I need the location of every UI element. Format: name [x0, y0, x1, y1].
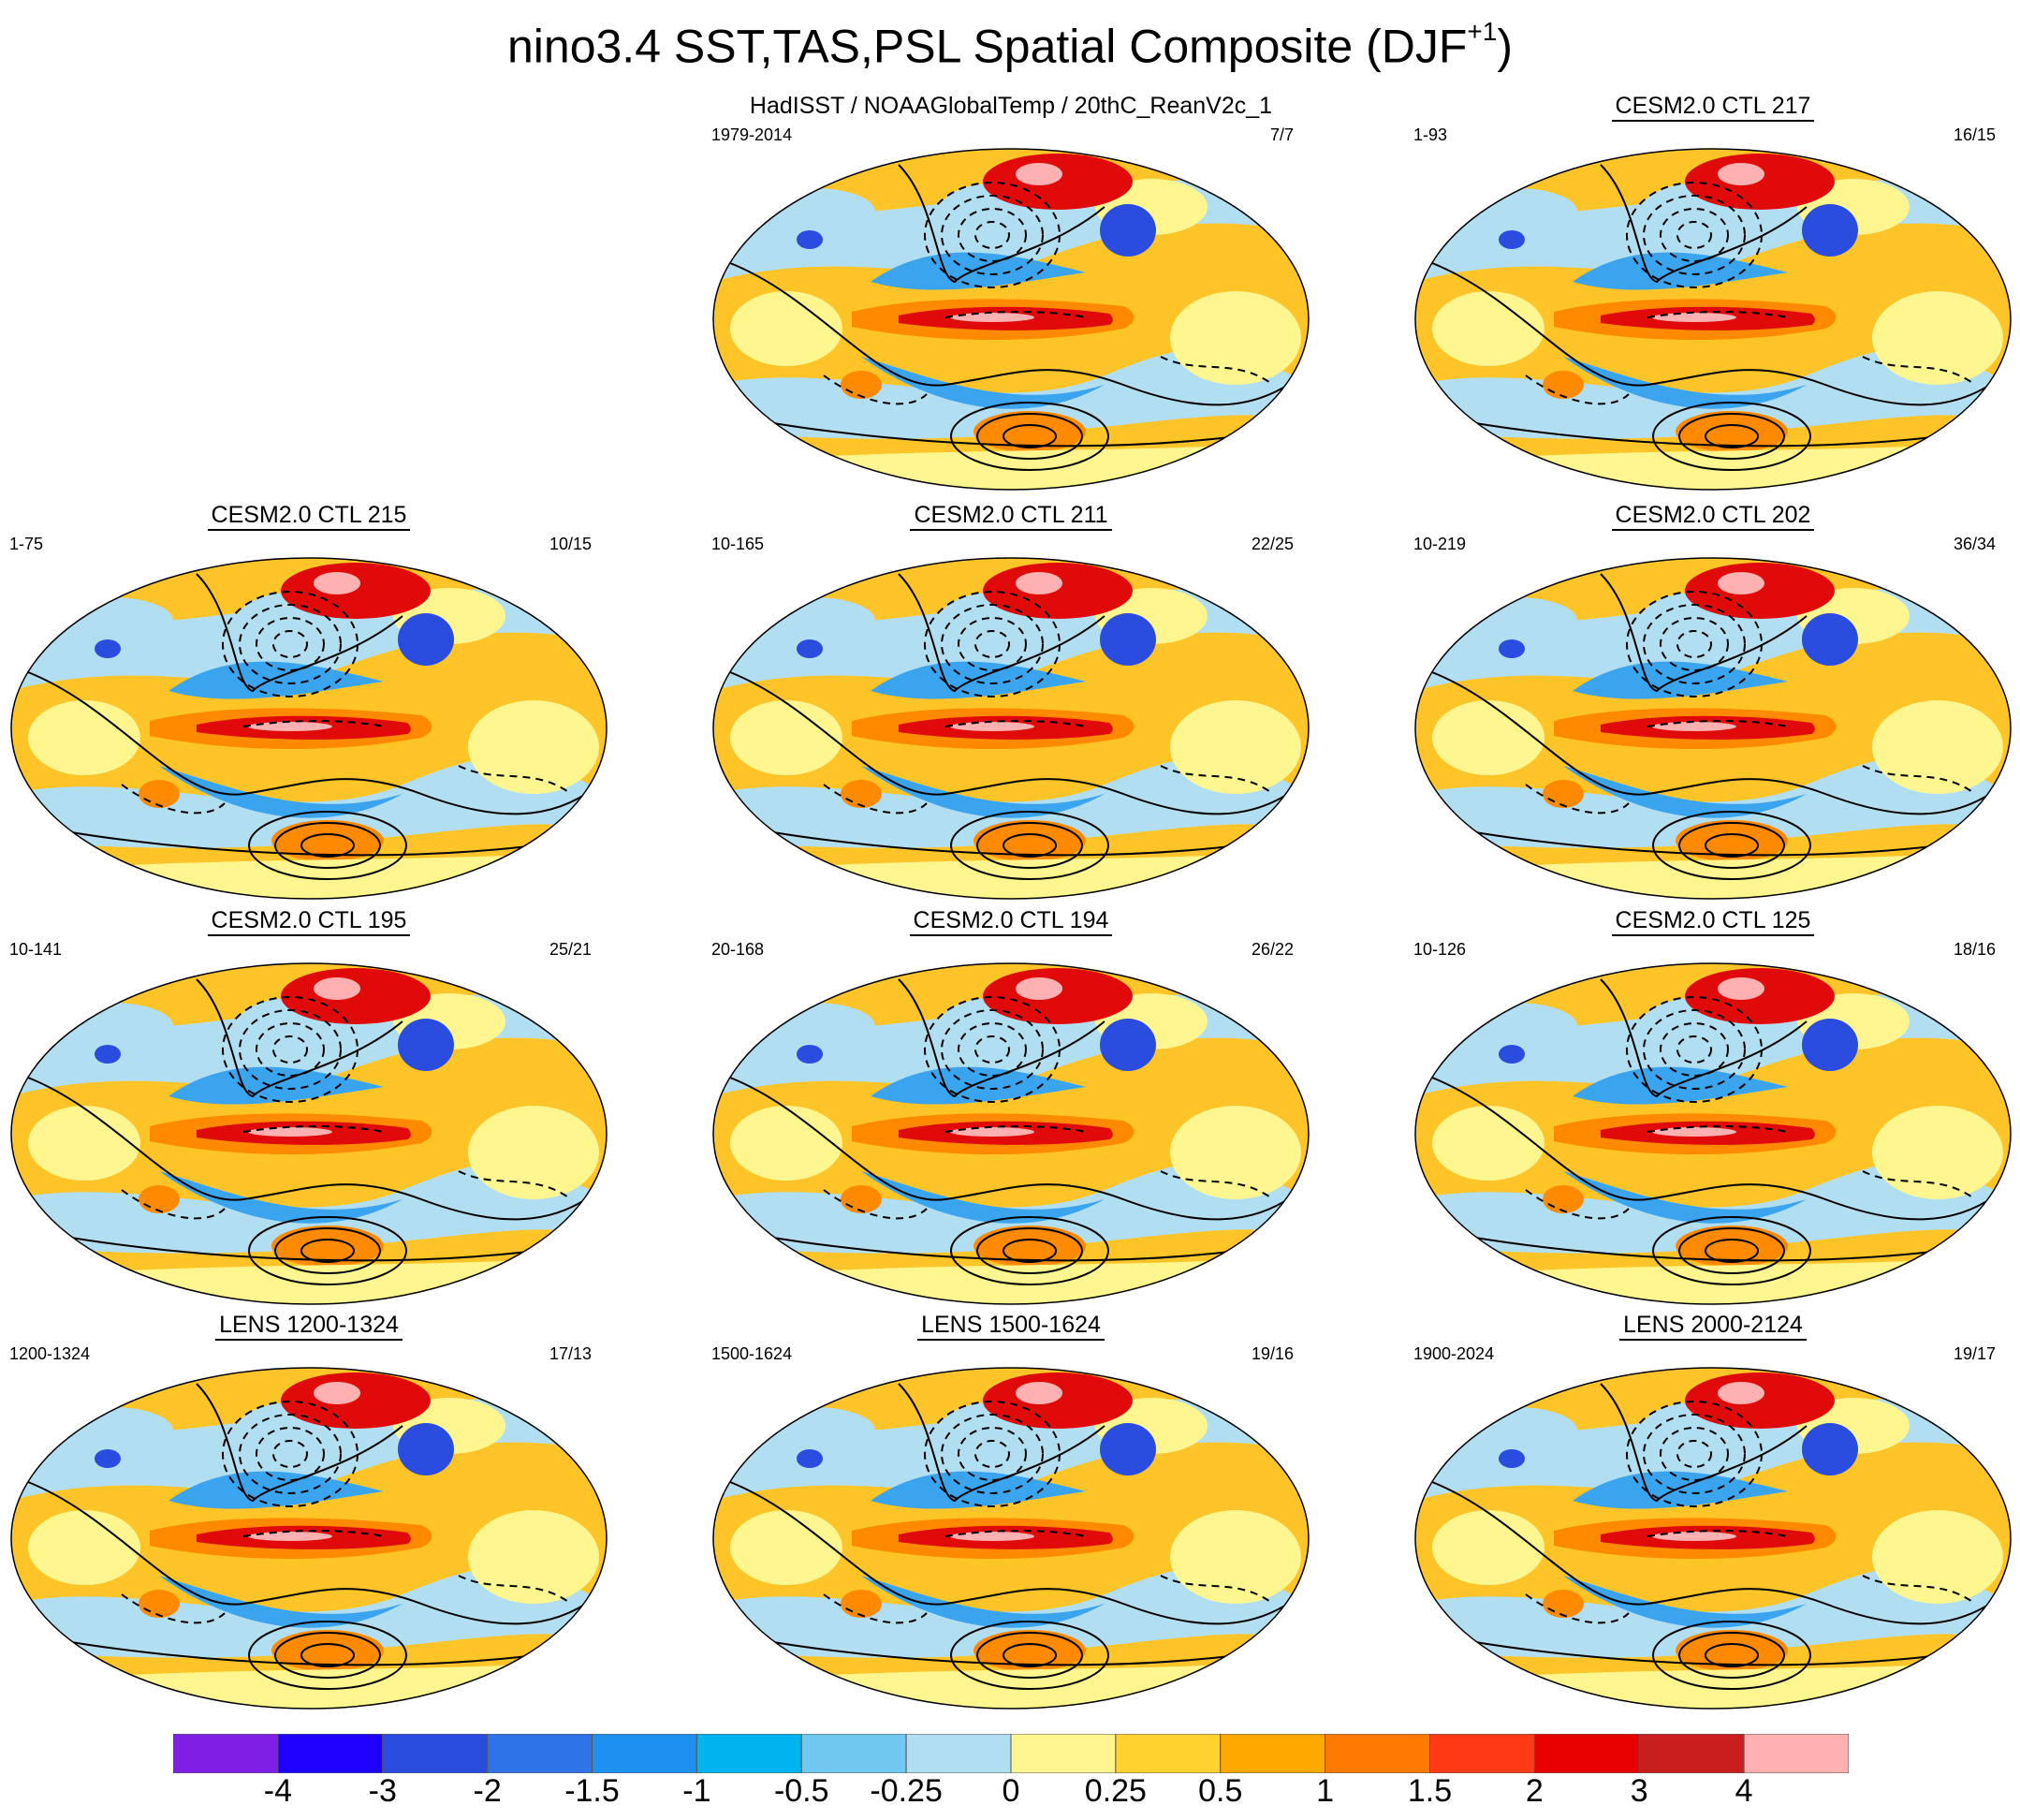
panel-period-label: 1900-2024	[1413, 1344, 1495, 1363]
panel-period-label: 10-219	[1413, 535, 1467, 553]
panel-title: CESM2.0 CTL 217	[1404, 92, 2020, 122]
colorbar-segment	[905, 1734, 1012, 1773]
panel-period-label: 1979-2014	[711, 125, 793, 144]
global-map	[712, 962, 1310, 1305]
global-map	[1414, 1367, 2012, 1710]
colorbar-tick-label: 0	[1002, 1773, 1020, 1809]
colorbar-tick-label: -0.5	[773, 1773, 829, 1809]
colorbar-segment	[382, 1734, 489, 1773]
panel-count-label: 16/15	[1953, 125, 1996, 144]
global-map	[1414, 962, 2012, 1305]
panel-title: CESM2.0 CTL 194	[702, 906, 1320, 936]
panel-period-label: 1500-1624	[711, 1344, 793, 1363]
panel-period-label: 1-93	[1413, 125, 1448, 144]
colorbar	[173, 1734, 1849, 1773]
panel-count-label: 19/16	[1251, 1344, 1294, 1363]
panel-title: LENS 1200-1324	[0, 1311, 618, 1341]
colorbar-segment	[1429, 1734, 1535, 1773]
colorbar-segment	[592, 1734, 697, 1773]
global-map	[10, 962, 607, 1305]
panel-count-label: 25/21	[549, 940, 592, 959]
panel-count-label: 10/15	[549, 535, 592, 553]
colorbar-tick-label: 2	[1525, 1773, 1544, 1809]
panel-title: CESM2.0 CTL 202	[1404, 501, 2020, 531]
map-panel: CESM2.0 CTL 202 10-219 36/34	[1404, 501, 2020, 913]
colorbar-segment	[1010, 1734, 1117, 1773]
map-panel: LENS 1500-1624 1500-1624 19/16	[702, 1311, 1320, 1723]
global-map	[10, 557, 607, 900]
panel-period-label: 1-75	[9, 535, 44, 553]
colorbar-tick-label: 1.5	[1407, 1773, 1453, 1809]
map-panel: CESM2.0 CTL 125 10-126 18/16	[1404, 906, 2020, 1318]
map-panel: LENS 1200-1324 1200-1324 17/13	[0, 1311, 618, 1723]
panel-title: LENS 1500-1624	[702, 1311, 1320, 1341]
map-panel: CESM2.0 CTL 211 10-165 22/25	[702, 501, 1320, 913]
colorbar-tick-label: 4	[1735, 1773, 1753, 1809]
panel-count-label: 22/25	[1251, 535, 1294, 553]
panel-title: LENS 2000-2124	[1404, 1311, 2020, 1341]
colorbar-tick-label: 0.25	[1084, 1773, 1147, 1809]
map-panel: HadISST / NOAAGlobalTemp / 20thC_ReanV2c…	[702, 92, 1320, 504]
colorbar-segment	[1115, 1734, 1222, 1773]
colorbar-segment	[1533, 1734, 1640, 1773]
global-map	[1414, 557, 2012, 900]
panel-count-label: 7/7	[1269, 125, 1294, 144]
panel-count-label: 19/17	[1953, 1344, 1996, 1363]
colorbar-tick-label: 3	[1630, 1773, 1648, 1809]
map-panel: CESM2.0 CTL 217 1-93 16/15	[1404, 92, 2020, 504]
panel-title: CESM2.0 CTL 195	[0, 906, 618, 936]
panel-title: HadISST / NOAAGlobalTemp / 20thC_ReanV2c…	[749, 93, 1273, 119]
figure-title: nino3.4 SST,TAS,PSL Spatial Composite (D…	[506, 17, 1514, 73]
colorbar-segment	[1220, 1734, 1326, 1773]
map-panel: CESM2.0 CTL 215 1-75 10/15	[0, 501, 618, 913]
map-panel: CESM2.0 CTL 195 10-141 25/21	[0, 906, 618, 1318]
panel-period-label: 10-165	[711, 535, 765, 553]
colorbar-tick-label: -1	[682, 1773, 711, 1809]
colorbar-tick-label: -0.25	[870, 1773, 943, 1809]
panel-period-label: 10-141	[9, 940, 63, 959]
panel-count-label: 18/16	[1953, 940, 1996, 959]
colorbar-segment	[1743, 1734, 1849, 1773]
panel-title: CESM2.0 CTL 125	[1404, 906, 2020, 936]
colorbar-tick-label: -2	[473, 1773, 502, 1809]
colorbar-segment	[800, 1734, 907, 1773]
panel-period-label: 20-168	[711, 940, 765, 959]
colorbar-tick-label: -1.5	[564, 1773, 620, 1809]
colorbar-tick-label: 1	[1316, 1773, 1335, 1809]
panel-count-label: 26/22	[1251, 940, 1294, 959]
colorbar-segment	[487, 1734, 593, 1773]
panel-count-label: 36/34	[1953, 535, 1996, 553]
global-map	[1414, 148, 2012, 491]
global-map	[10, 1367, 607, 1710]
global-map	[712, 148, 1310, 491]
colorbar-segment	[1638, 1734, 1745, 1773]
panel-title: CESM2.0 CTL 215	[0, 501, 618, 531]
colorbar-segment	[277, 1734, 384, 1773]
colorbar-segment	[695, 1734, 802, 1773]
map-panel: LENS 2000-2124 1900-2024 19/17	[1404, 1311, 2020, 1723]
global-map	[712, 557, 1310, 900]
panel-title: CESM2.0 CTL 211	[702, 501, 1320, 531]
colorbar-segment	[1325, 1734, 1430, 1773]
colorbar-labels: -4 -3 -2 -1.5 -1 -0.5 -0.25 0 0.25 0.5 1 1.5 2 3 4	[0, 1773, 2020, 1820]
colorbar-tick-label: 0.5	[1198, 1773, 1243, 1809]
panel-period-label: 1200-1324	[9, 1344, 91, 1363]
panel-period-label: 10-126	[1413, 940, 1467, 959]
colorbar-tick-label: -4	[263, 1773, 292, 1809]
colorbar-segment	[173, 1734, 279, 1773]
map-panel: CESM2.0 CTL 194 20-168 26/22	[702, 906, 1320, 1318]
panel-count-label: 17/13	[549, 1344, 592, 1363]
colorbar-tick-label: -3	[368, 1773, 397, 1809]
global-map	[712, 1367, 1310, 1710]
